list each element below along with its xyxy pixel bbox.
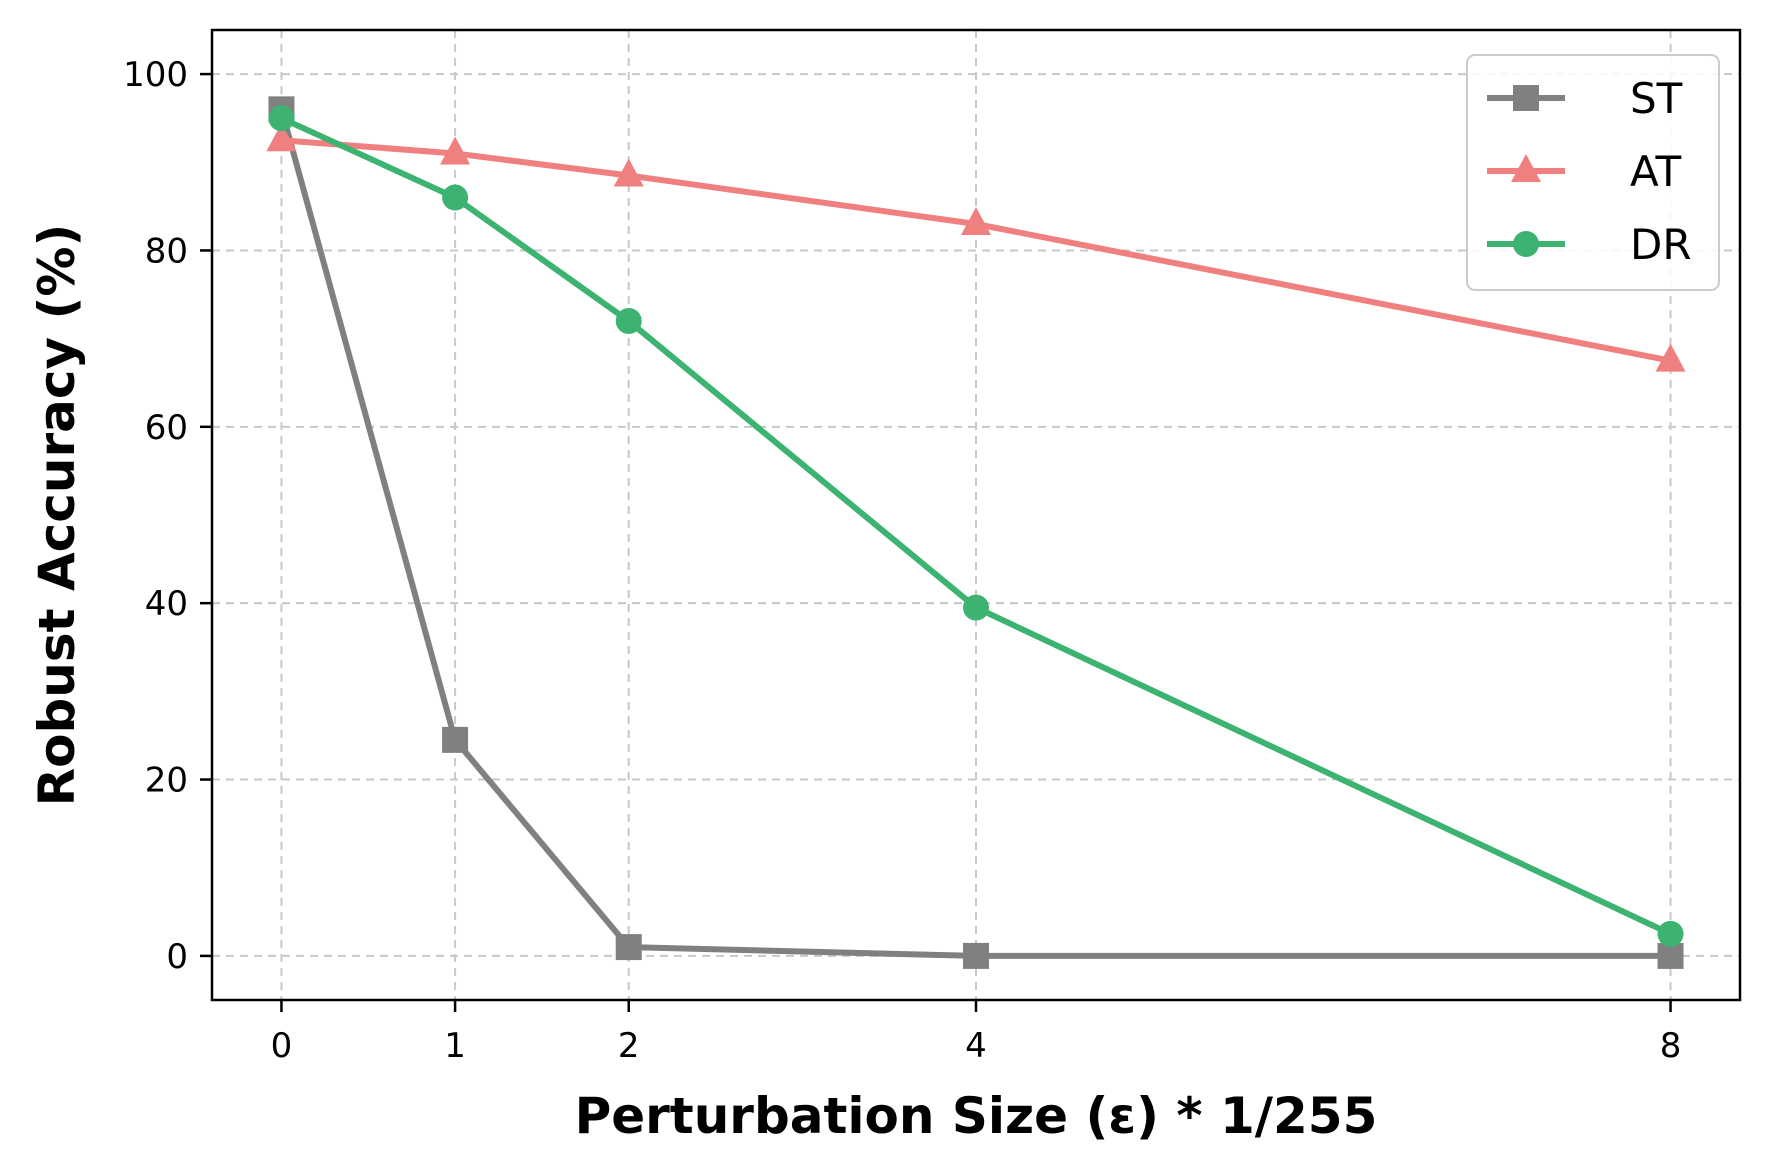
data-point-st bbox=[963, 942, 989, 969]
legend-item-st: ST bbox=[1487, 74, 1683, 123]
y-axis-title: Robust Accuracy (%) bbox=[28, 224, 86, 807]
legend-label-st: ST bbox=[1630, 74, 1683, 123]
data-point-dr bbox=[615, 308, 642, 334]
data-point-dr bbox=[963, 594, 989, 621]
data-point-at bbox=[1655, 343, 1686, 372]
legend-marker-at bbox=[1511, 154, 1541, 182]
x-axis-ticks: 0 1 2 4 8 bbox=[271, 1000, 1682, 1066]
x-tick-label: 2 bbox=[618, 1026, 640, 1066]
data-point-dr bbox=[442, 184, 469, 211]
legend-marker-st bbox=[1513, 85, 1539, 111]
series-at bbox=[266, 123, 1686, 372]
data-point-st bbox=[615, 934, 642, 961]
x-tick-label: 4 bbox=[965, 1026, 987, 1066]
data-point-at bbox=[266, 123, 297, 152]
legend-box bbox=[1466, 54, 1720, 291]
y-tick-label: 100 bbox=[123, 55, 188, 95]
legend-label-dr: DR bbox=[1630, 220, 1692, 269]
data-point-st bbox=[442, 726, 469, 753]
y-tick-label: 40 bbox=[145, 584, 188, 624]
x-tick-label: 1 bbox=[444, 1026, 466, 1066]
y-tick-label: 80 bbox=[145, 231, 188, 271]
series-layer bbox=[266, 96, 1686, 969]
x-tick-label: 0 bbox=[271, 1026, 293, 1066]
data-point-at bbox=[440, 136, 471, 165]
y-axis-ticks: 0 20 40 60 80 100 bbox=[123, 55, 212, 977]
series-st bbox=[268, 96, 1684, 969]
legend-marker-dr bbox=[1513, 231, 1539, 257]
legend-item-dr: DR bbox=[1487, 220, 1692, 269]
y-tick-label: 0 bbox=[166, 937, 188, 977]
x-axis-title: Perturbation Size (ε) * 1/255 bbox=[575, 1087, 1378, 1145]
legend-item-at: AT bbox=[1487, 147, 1681, 196]
data-point-dr bbox=[268, 105, 295, 132]
data-point-st bbox=[1657, 942, 1684, 969]
y-tick-label: 20 bbox=[145, 761, 188, 801]
data-point-at bbox=[613, 158, 644, 187]
data-point-dr bbox=[1657, 920, 1684, 947]
legend-label-at: AT bbox=[1630, 147, 1681, 196]
data-point-at bbox=[961, 207, 991, 235]
legend: ST AT DR bbox=[1466, 54, 1720, 291]
series-dr bbox=[268, 105, 1684, 947]
y-tick-label: 60 bbox=[145, 408, 188, 448]
x-tick-label: 8 bbox=[1660, 1026, 1682, 1066]
